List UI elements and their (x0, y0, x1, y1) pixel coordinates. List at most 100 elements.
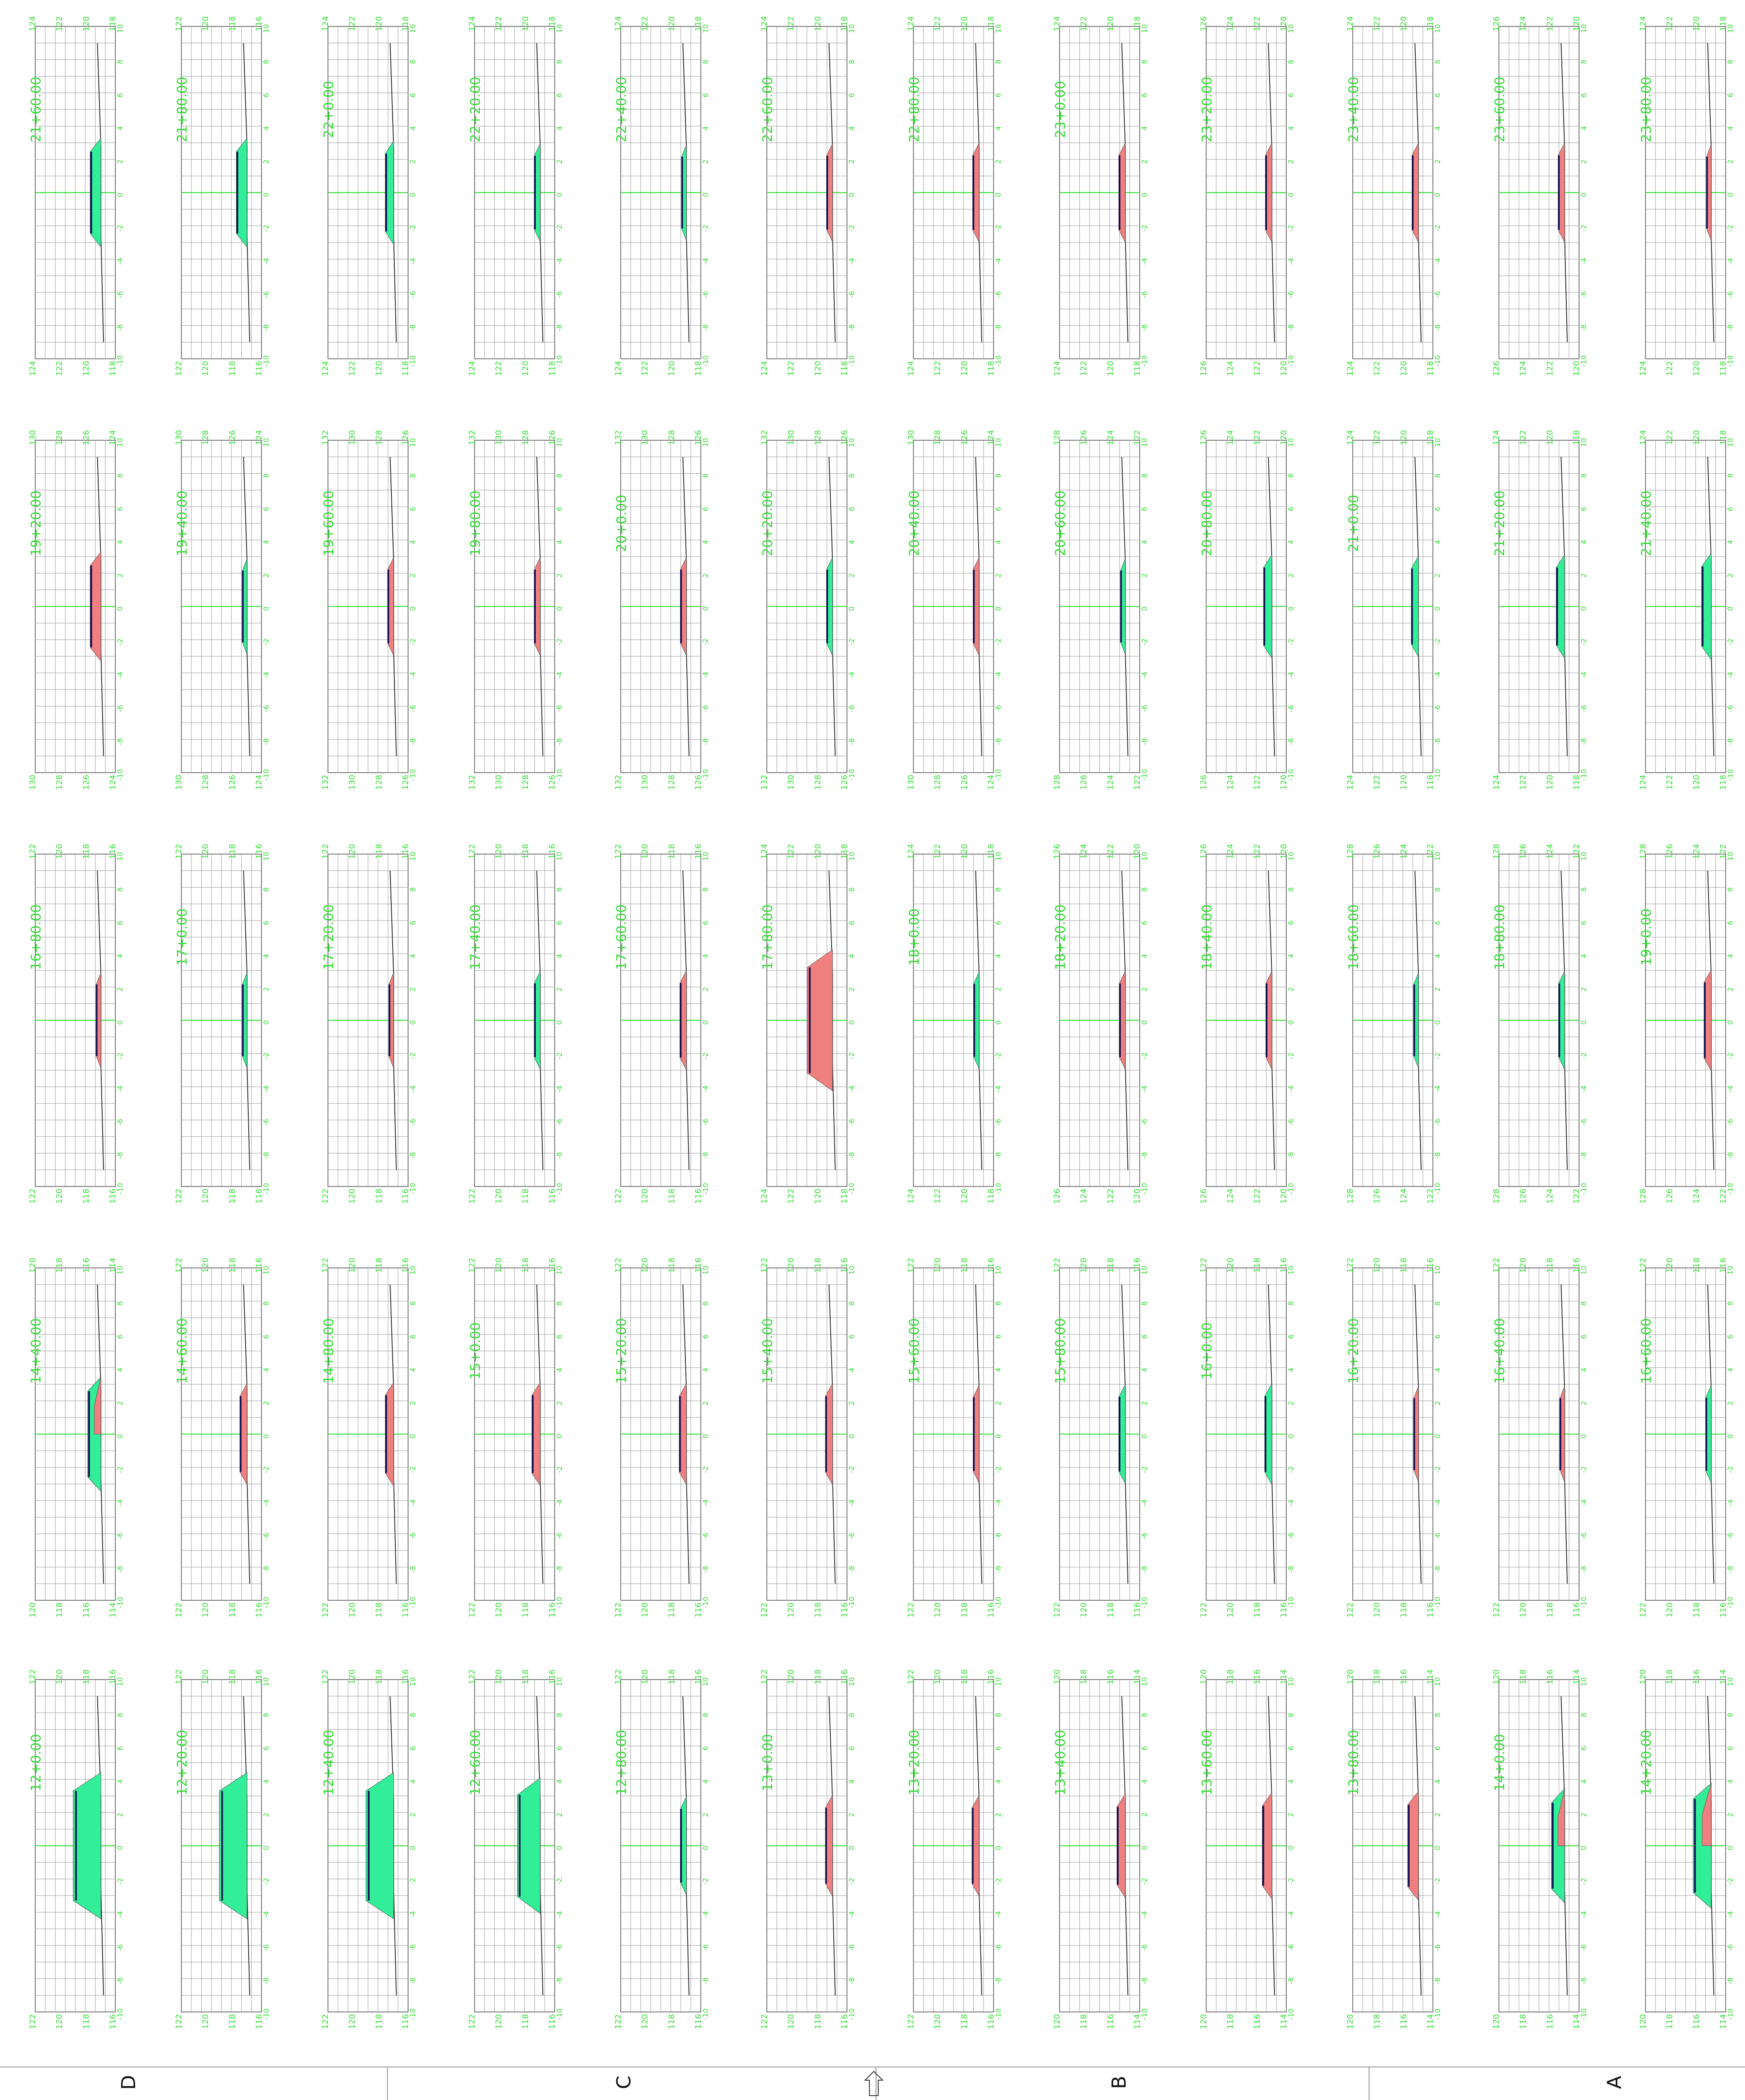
elevation-label: 124 (1053, 361, 1062, 376)
elevation-label: 116 (108, 1189, 118, 1204)
offset-tick-label: -4 (1140, 258, 1149, 265)
offset-tick-label: -4 (409, 672, 417, 679)
elevation-label: 118 (1133, 16, 1142, 31)
elevation-label: 120 (1199, 1669, 1208, 1684)
offset-tick-label: -6 (847, 705, 856, 712)
offset-tick-label: 2 (847, 1813, 856, 1817)
offset-tick-label: -6 (1140, 1119, 1149, 1126)
offset-tick-label: -10 (1140, 1183, 1149, 1194)
offset-tick-label: -8 (262, 738, 270, 745)
elevation-label: 116 (254, 1603, 264, 1617)
offset-tick-label: -8 (409, 1566, 417, 1573)
offset-tick-label: -6 (1287, 291, 1295, 298)
offset-tick-label: 4 (116, 126, 124, 130)
offset-tick-label: -10 (1433, 2008, 1442, 2020)
offset-tick-label: 0 (1726, 192, 1734, 197)
elevation-label: 116 (987, 1603, 996, 1617)
offset-tick-label: 6 (1726, 1334, 1734, 1339)
offset-tick-label: 10 (1140, 1677, 1149, 1686)
offset-tick-label: 10 (701, 1677, 710, 1686)
elevation-label: 124 (1399, 1189, 1408, 1204)
elevation-label: 116 (694, 1189, 703, 1204)
offset-tick-label: 8 (1140, 1713, 1149, 1717)
elevation-label: 124 (760, 844, 769, 859)
elevation-label: 126 (228, 430, 237, 445)
elevation-label: 124 (1492, 430, 1501, 445)
elevation-label: 122 (468, 844, 477, 859)
elevation-label: 122 (787, 16, 796, 31)
offset-tick-label: -4 (1579, 1499, 1588, 1507)
offset-tick-label: 10 (847, 24, 856, 33)
elevation-label: 122 (1373, 430, 1382, 445)
offset-tick-label: 10 (116, 1677, 124, 1686)
elevation-label: 120 (1053, 2014, 1062, 2029)
elevation-label: 116 (1545, 2014, 1554, 2029)
offset-tick-label: 8 (847, 1301, 856, 1305)
offset-tick-label: 10 (847, 438, 856, 447)
offset-tick-label: 8 (994, 887, 1002, 892)
station-label: 22+0.00 (321, 81, 337, 138)
offset-tick-label: -2 (1287, 225, 1295, 232)
elevation-label: 114 (1279, 2014, 1289, 2029)
offset-tick-label: -6 (1140, 291, 1149, 298)
elevation-label: 116 (108, 844, 118, 859)
elevation-label: 116 (694, 1669, 703, 1684)
elevation-label: 120 (641, 2014, 650, 2029)
station-label: 21+20.00 (1492, 490, 1508, 556)
elevation-label: 118 (667, 1603, 676, 1617)
elevation-label: 120 (1279, 844, 1289, 859)
offset-tick-label: 0 (1726, 606, 1734, 611)
offset-tick-label: -2 (262, 225, 270, 232)
offset-tick-label: 0 (1579, 1020, 1588, 1024)
offset-tick-label: 8 (1287, 887, 1295, 892)
elevation-label: 124 (1346, 775, 1355, 790)
zone-label: D (118, 2075, 140, 2090)
offset-tick-label: -8 (1287, 738, 1295, 745)
elevation-label: 130 (174, 775, 184, 790)
elevation-label: 128 (521, 775, 530, 790)
offset-tick-label: -10 (555, 355, 563, 367)
offset-tick-label: -10 (847, 1183, 856, 1194)
offset-tick-label: 10 (409, 24, 417, 33)
offset-tick-label: 2 (409, 573, 417, 578)
offset-tick-label: -4 (1433, 672, 1442, 679)
elevation-label: 120 (81, 16, 91, 31)
offset-tick-label: 0 (116, 1846, 124, 1850)
elevation-label: 122 (933, 844, 942, 859)
elevation-label: 122 (321, 1189, 330, 1204)
station-label: 12+80.00 (614, 1730, 630, 1795)
elevation-label: 122 (1346, 1603, 1355, 1617)
elevation-label: 120 (55, 1189, 64, 1204)
elevation-label: 122 (1053, 1258, 1062, 1273)
elevation-label: 122 (321, 2014, 330, 2029)
station-label: 17+0.00 (175, 909, 190, 966)
offset-tick-label: -6 (555, 1533, 563, 1540)
offset-tick-label: 4 (1433, 954, 1442, 958)
elevation-label: 120 (1545, 430, 1554, 445)
offset-tick-label: 6 (262, 93, 270, 97)
offset-tick-label: -4 (1287, 1499, 1295, 1507)
offset-tick-label: -4 (701, 1499, 710, 1507)
offset-tick-label: 6 (409, 507, 417, 511)
elevation-label: 124 (906, 16, 916, 31)
elevation-label: 132 (614, 775, 623, 790)
elevation-label: 122 (1252, 775, 1262, 790)
offset-tick-label: -2 (1140, 638, 1149, 645)
elevation-label: 126 (1519, 844, 1528, 859)
station-label: 16+80.00 (29, 904, 44, 970)
station-label: 15+40.00 (760, 1318, 776, 1384)
elevation-label: 126 (1199, 775, 1208, 790)
offset-tick-label: 2 (116, 573, 124, 578)
offset-tick-label: -6 (555, 1119, 563, 1126)
elevation-label: 120 (55, 844, 64, 859)
elevation-label: 120 (1399, 775, 1408, 790)
offset-tick-label: -4 (555, 1086, 563, 1093)
offset-tick-label: 4 (1579, 126, 1588, 130)
offset-tick-label: 4 (847, 126, 856, 130)
